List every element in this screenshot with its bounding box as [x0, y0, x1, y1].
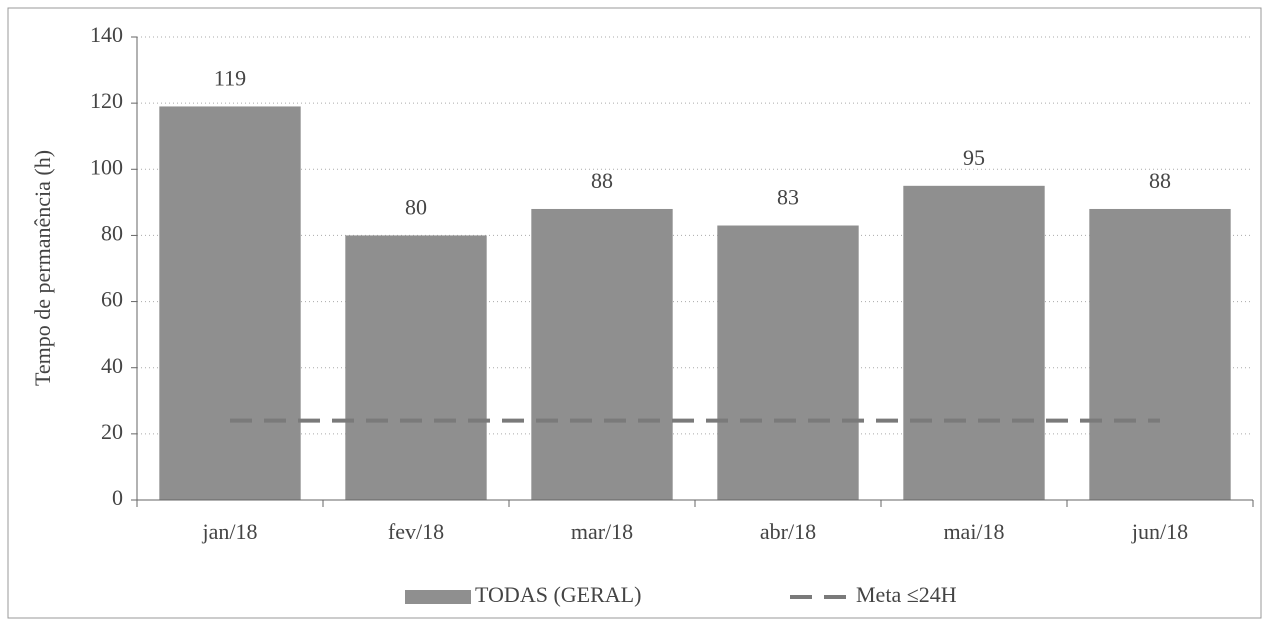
y-axis-label: Tempo de permanência (h) — [30, 150, 55, 386]
data-label: 95 — [963, 145, 985, 170]
y-tick-label: 80 — [101, 220, 123, 245]
bar — [717, 225, 859, 500]
x-tick-label: abr/18 — [760, 519, 816, 544]
y-tick-label: 40 — [101, 353, 123, 378]
y-tick-label: 140 — [90, 22, 123, 47]
data-label: 88 — [1149, 168, 1171, 193]
data-label: 80 — [405, 194, 427, 219]
x-tick-label: mai/18 — [943, 519, 1004, 544]
x-tick-label: mar/18 — [571, 519, 633, 544]
x-tick-label: jan/18 — [202, 519, 258, 544]
y-tick-label: 0 — [112, 485, 123, 510]
y-tick-label: 120 — [90, 88, 123, 113]
y-tick-label: 100 — [90, 154, 123, 179]
legend-swatch — [405, 590, 471, 604]
data-label: 83 — [777, 185, 799, 210]
x-tick-label: fev/18 — [388, 519, 444, 544]
bar — [903, 185, 1045, 501]
bar — [345, 235, 487, 500]
y-tick-label: 20 — [101, 419, 123, 444]
data-label: 119 — [214, 65, 246, 90]
legend-label: Meta ≤24H — [856, 582, 957, 607]
bar — [159, 106, 301, 500]
data-label: 88 — [591, 168, 613, 193]
legend-label: TODAS (GERAL) — [475, 582, 641, 607]
y-tick-label: 60 — [101, 287, 123, 312]
bar — [1089, 208, 1231, 500]
bar — [531, 208, 673, 500]
x-tick-label: jun/18 — [1131, 519, 1188, 544]
